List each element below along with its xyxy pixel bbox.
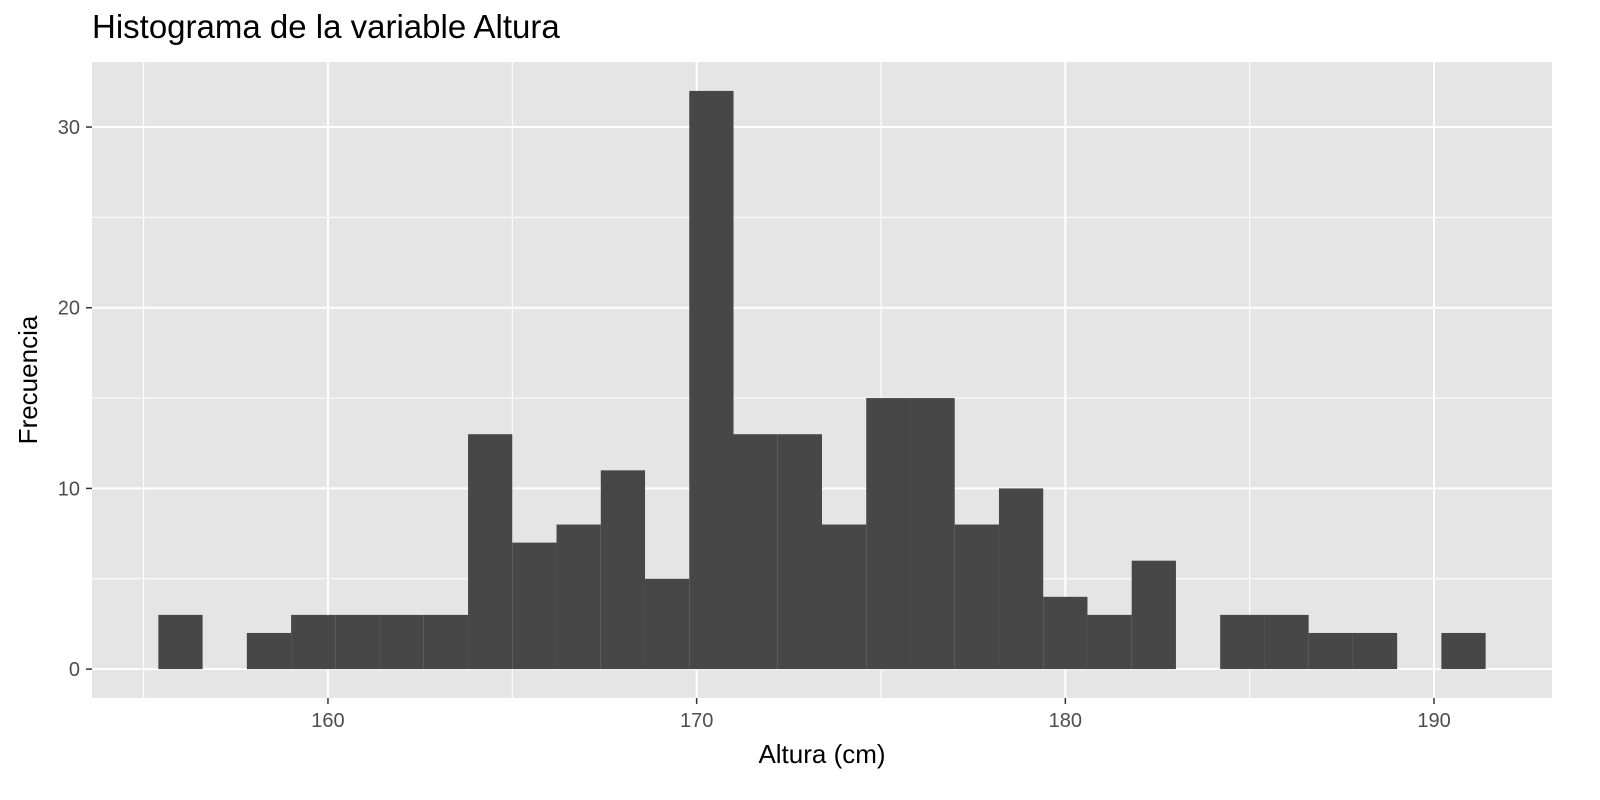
x-tick-label: 170 — [680, 710, 713, 732]
histogram-bar — [733, 434, 778, 670]
histogram-bar — [158, 614, 203, 670]
x-tick-label: 160 — [311, 710, 344, 732]
chart-title: Histograma de la variable Altura — [92, 8, 560, 45]
histogram-bar — [246, 632, 292, 670]
histogram-bar — [335, 614, 380, 670]
axes: 160 170 180 190 0 10 20 30 — [58, 117, 1451, 732]
y-tick-label: 10 — [58, 478, 80, 500]
histogram-bar — [954, 524, 999, 670]
histogram-bar — [600, 470, 646, 670]
histogram-bar — [1441, 632, 1486, 670]
histogram-bar — [1220, 614, 1265, 670]
histogram-bar — [866, 398, 911, 670]
histogram-bar — [1043, 596, 1088, 670]
histogram-bar — [910, 398, 955, 670]
histogram-bar — [423, 614, 469, 670]
histogram-bar — [512, 542, 557, 670]
x-tick-label: 190 — [1417, 710, 1450, 732]
histogram-bar — [1087, 614, 1132, 670]
histogram-bar — [1352, 632, 1398, 670]
histogram-bar — [468, 434, 513, 670]
histogram-bar — [1131, 560, 1176, 670]
histogram-bar — [689, 90, 734, 670]
x-axis-title: Altura (cm) — [758, 739, 885, 769]
y-tick-label: 30 — [58, 117, 80, 139]
x-tick-label: 180 — [1049, 710, 1082, 732]
histogram-bar — [379, 614, 424, 670]
y-tick-label: 20 — [58, 298, 80, 320]
histogram-bar — [1308, 632, 1353, 670]
histogram-bars — [158, 90, 1486, 670]
histogram-bar — [998, 488, 1044, 670]
histogram-bar — [645, 578, 690, 670]
y-tick-label: 0 — [69, 659, 80, 681]
histogram-bar — [291, 614, 336, 670]
histogram-bar — [1264, 614, 1309, 670]
histogram-bar — [822, 524, 867, 670]
y-axis-title: Frecuencia — [13, 315, 43, 444]
histogram-bar — [556, 524, 601, 670]
histogram-bar — [777, 434, 822, 670]
